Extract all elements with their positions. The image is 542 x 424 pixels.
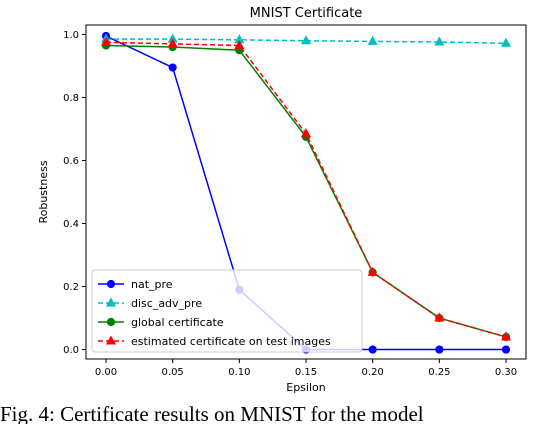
series-layer (100, 31, 512, 354)
legend-label: nat_pre (131, 278, 173, 291)
legend-label: disc_adv_pre (131, 297, 202, 310)
legend-label: estimated certificate on test images (131, 335, 331, 348)
data-point (435, 345, 444, 354)
y-tick-label: 0.6 (63, 156, 79, 167)
data-point (434, 36, 445, 46)
y-tick-label: 0.4 (63, 219, 79, 230)
legend-box (91, 269, 363, 353)
data-point (168, 63, 177, 72)
legend-item: global certificate (98, 316, 224, 329)
legend-swatch-marker (105, 335, 117, 345)
x-tick-label: 0.10 (228, 367, 250, 378)
legend-swatch-marker (106, 279, 116, 289)
data-point (100, 36, 112, 46)
chart-title: MNIST Certificate (250, 6, 363, 21)
y-tick-label: 0.2 (63, 282, 79, 293)
data-point (500, 37, 512, 47)
y-axis-ticks: 0.0 0.2 0.4 0.6 0.8 1.0 (63, 30, 86, 356)
y-tick-label: 1.0 (63, 30, 79, 41)
legend-swatch-marker (106, 317, 116, 327)
x-axis-ticks: 0.00 0.05 0.10 0.15 0.20 0.25 0.30 (95, 359, 517, 378)
y-tick-label: 0.0 (63, 345, 79, 356)
y-tick-label: 0.8 (63, 93, 79, 104)
mnist-certificate-chart: MNIST Certificate 0.00 0.05 0.10 0.15 0.20 0.… (37, 6, 527, 394)
data-point (234, 39, 245, 49)
x-tick-label: 0.30 (495, 367, 517, 378)
data-point (167, 38, 178, 48)
data-point (368, 345, 377, 354)
x-tick-label: 0.20 (362, 367, 384, 378)
data-point (300, 128, 312, 138)
data-point (500, 331, 512, 341)
data-point (300, 35, 312, 45)
series-estimated-certificate-on-test-images (100, 36, 512, 341)
figure-caption: Fig. 4: Certificate results on MNIST for… (0, 402, 424, 424)
x-tick-label: 0.05 (162, 367, 184, 378)
legend-item: estimated certificate on test images (98, 335, 331, 348)
legend-item: disc_adv_pre (98, 297, 202, 310)
legend-item: nat_pre (98, 278, 173, 291)
legend-label: global certificate (131, 316, 224, 329)
y-axis-label: Robustness (37, 160, 50, 223)
x-tick-label: 0.25 (428, 367, 450, 378)
legend-swatch-marker (105, 297, 117, 307)
x-tick-label: 0.15 (295, 367, 317, 378)
data-point (501, 345, 511, 354)
data-point (434, 312, 445, 322)
x-tick-label: 0.00 (95, 367, 117, 378)
data-point (367, 266, 378, 276)
data-point (367, 35, 378, 45)
x-axis-label: Epsilon (286, 381, 326, 394)
